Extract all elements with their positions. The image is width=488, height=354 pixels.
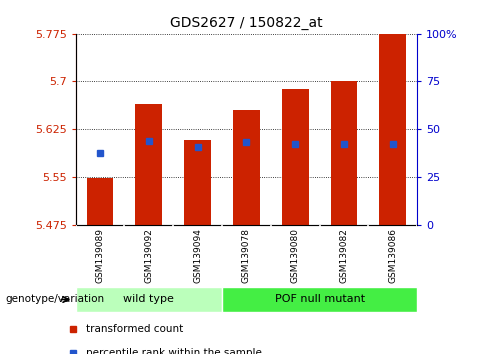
Bar bbox=[233, 110, 260, 225]
Text: GSM139089: GSM139089 bbox=[96, 228, 104, 283]
Text: GSM139078: GSM139078 bbox=[242, 228, 251, 283]
Text: GSM139092: GSM139092 bbox=[144, 228, 153, 283]
Text: GSM139082: GSM139082 bbox=[340, 228, 348, 283]
Text: GSM139086: GSM139086 bbox=[388, 228, 397, 283]
Bar bbox=[282, 89, 309, 225]
Bar bbox=[380, 34, 407, 225]
Bar bbox=[331, 81, 358, 225]
Text: GSM139080: GSM139080 bbox=[291, 228, 300, 283]
Text: percentile rank within the sample: percentile rank within the sample bbox=[86, 348, 262, 354]
Text: wild type: wild type bbox=[123, 295, 174, 304]
Text: transformed count: transformed count bbox=[86, 324, 183, 334]
Bar bbox=[87, 178, 114, 225]
Text: genotype/variation: genotype/variation bbox=[5, 295, 104, 304]
Bar bbox=[222, 287, 417, 312]
Bar bbox=[76, 287, 222, 312]
Bar bbox=[184, 140, 211, 225]
Title: GDS2627 / 150822_at: GDS2627 / 150822_at bbox=[170, 16, 323, 30]
Text: GSM139094: GSM139094 bbox=[193, 228, 202, 283]
Bar bbox=[136, 104, 163, 225]
Text: POF null mutant: POF null mutant bbox=[275, 295, 365, 304]
